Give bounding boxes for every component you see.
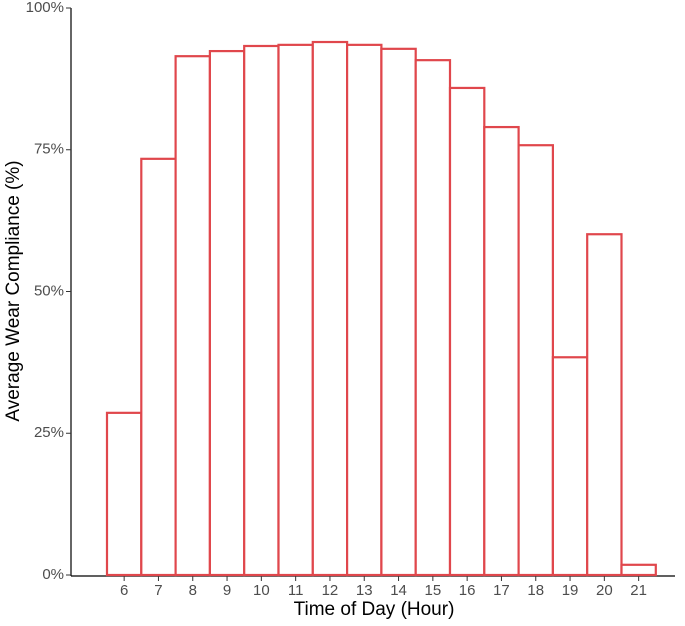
bar <box>174 55 212 577</box>
x-tick-label: 12 <box>322 582 339 599</box>
bar <box>277 43 314 577</box>
x-tick-label: 10 <box>253 582 270 599</box>
bar <box>483 125 520 577</box>
y-tick-label: 75% <box>34 141 64 158</box>
bar <box>105 411 143 577</box>
x-axis-title: Time of Day (Hour) <box>294 599 455 620</box>
x-tick-label: 9 <box>223 582 231 599</box>
bar <box>208 49 246 577</box>
x-tick-label: 18 <box>527 582 544 599</box>
x-tick-label: 8 <box>189 582 197 599</box>
bar <box>243 44 280 577</box>
bar <box>414 59 452 577</box>
x-tick-label: 21 <box>630 582 647 599</box>
bar <box>380 47 417 577</box>
y-tick-label: 50% <box>34 282 64 299</box>
x-tick-label: 14 <box>390 582 407 599</box>
bar <box>311 40 349 577</box>
y-tick-label: 0% <box>42 566 64 583</box>
x-tick-label: 6 <box>120 582 128 599</box>
bar <box>517 144 554 577</box>
bar <box>586 233 623 577</box>
x-tick-label: 15 <box>425 582 442 599</box>
x-tick-label: 13 <box>356 582 373 599</box>
x-tick-label: 19 <box>562 582 579 599</box>
bar <box>620 563 657 577</box>
x-tick-label: 7 <box>154 582 162 599</box>
y-tick-label: 100% <box>26 0 64 16</box>
bar <box>346 43 383 577</box>
x-tick-label: 17 <box>493 582 510 599</box>
y-tick-label: 25% <box>34 424 64 441</box>
x-tick-label: 11 <box>288 582 304 599</box>
bar <box>140 157 177 577</box>
bar <box>551 356 589 577</box>
x-tick-label: 16 <box>459 582 476 599</box>
y-axis-title: Average Wear Compliance (%) <box>3 160 24 421</box>
bar <box>448 86 486 577</box>
x-tick-label: 20 <box>596 582 613 599</box>
